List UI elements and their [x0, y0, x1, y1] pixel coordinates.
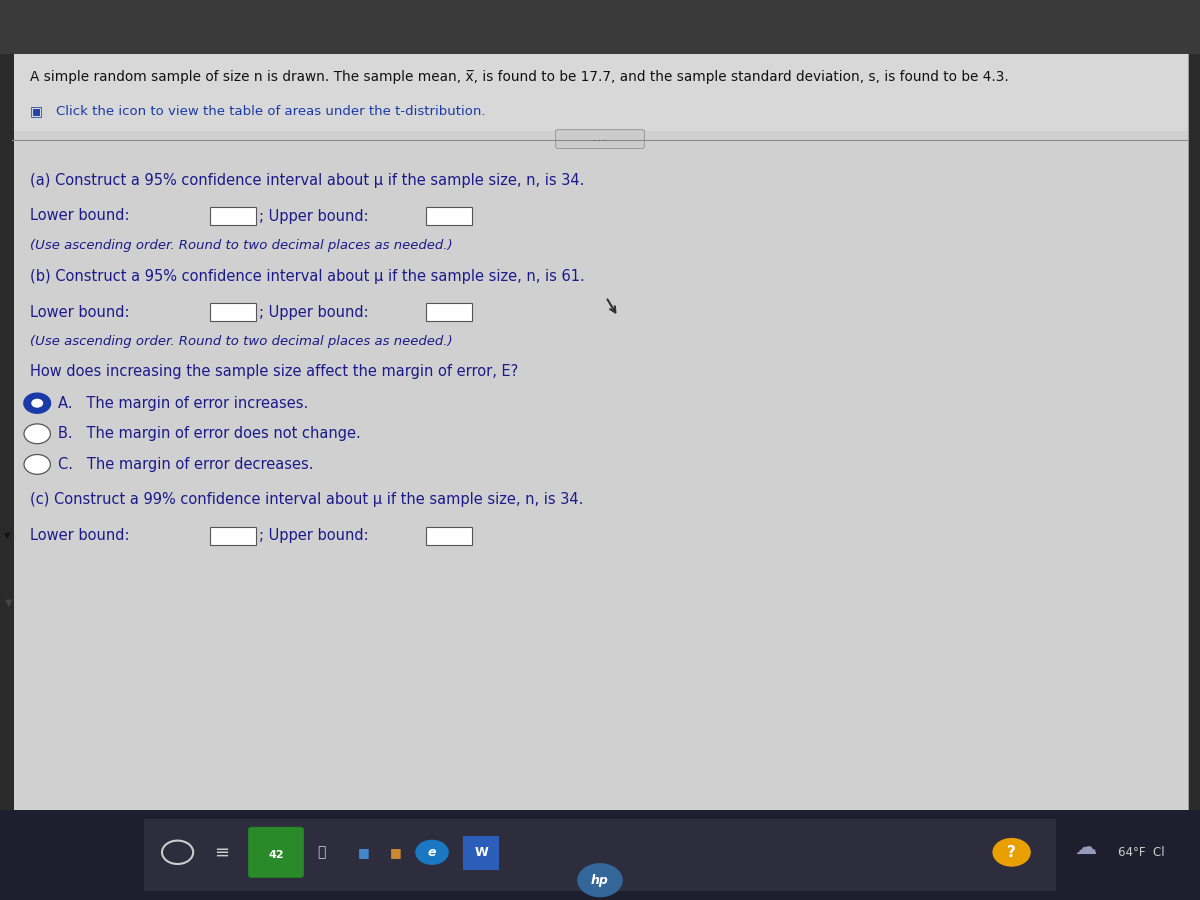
Text: (Use ascending order. Round to two decimal places as needed.): (Use ascending order. Round to two decim…: [30, 239, 452, 252]
Text: ▼: ▼: [5, 598, 12, 608]
FancyBboxPatch shape: [248, 827, 304, 878]
Text: Lower bound:: Lower bound:: [30, 305, 130, 320]
Text: A.   The margin of error increases.: A. The margin of error increases.: [58, 396, 308, 410]
FancyBboxPatch shape: [210, 526, 256, 544]
Text: B.   The margin of error does not change.: B. The margin of error does not change.: [58, 427, 360, 441]
FancyBboxPatch shape: [426, 303, 472, 321]
Text: ▼: ▼: [4, 531, 11, 540]
Text: (a) Construct a 95% confidence interval about μ if the sample size, n, is 34.: (a) Construct a 95% confidence interval …: [30, 173, 584, 187]
Text: C.   The margin of error decreases.: C. The margin of error decreases.: [58, 457, 313, 472]
Text: Click the icon to view the table of areas under the t-distribution.: Click the icon to view the table of area…: [56, 105, 486, 118]
Text: ▣: ▣: [30, 104, 43, 119]
Circle shape: [24, 454, 50, 474]
Text: How does increasing the sample size affect the margin of error, E?: How does increasing the sample size affe…: [30, 364, 518, 379]
Text: hp: hp: [592, 874, 608, 886]
Text: ≡: ≡: [215, 843, 229, 861]
FancyBboxPatch shape: [12, 54, 1188, 130]
Text: e: e: [427, 846, 437, 859]
Text: ■: ■: [358, 846, 370, 859]
Text: ■: ■: [390, 846, 402, 859]
Text: (Use ascending order. Round to two decimal places as needed.): (Use ascending order. Round to two decim…: [30, 336, 452, 348]
Circle shape: [24, 393, 50, 413]
FancyBboxPatch shape: [0, 54, 14, 810]
Circle shape: [415, 840, 449, 865]
Circle shape: [24, 424, 50, 444]
Text: W: W: [474, 846, 488, 859]
Text: Lower bound:: Lower bound:: [30, 209, 130, 223]
Text: 42: 42: [268, 850, 284, 860]
Text: ; Upper bound:: ; Upper bound:: [259, 528, 368, 543]
Circle shape: [577, 863, 623, 897]
Text: ; Upper bound:: ; Upper bound:: [259, 305, 368, 320]
Text: ☁: ☁: [1075, 838, 1097, 858]
Circle shape: [992, 838, 1031, 867]
Text: 64°F  Cl: 64°F Cl: [1118, 846, 1165, 859]
FancyBboxPatch shape: [210, 303, 256, 321]
FancyBboxPatch shape: [463, 836, 499, 870]
FancyBboxPatch shape: [426, 526, 472, 544]
Text: ⬛: ⬛: [318, 845, 325, 859]
Text: ; Upper bound:: ; Upper bound:: [259, 209, 368, 223]
FancyBboxPatch shape: [0, 0, 1200, 54]
FancyBboxPatch shape: [426, 207, 472, 225]
FancyBboxPatch shape: [144, 819, 1056, 891]
FancyBboxPatch shape: [210, 207, 256, 225]
Text: A simple random sample of size n is drawn. The sample mean, x̅, is found to be 1: A simple random sample of size n is draw…: [30, 69, 1009, 84]
FancyBboxPatch shape: [0, 810, 1200, 900]
FancyBboxPatch shape: [556, 130, 644, 148]
FancyBboxPatch shape: [12, 54, 1188, 810]
Circle shape: [31, 399, 43, 408]
Text: Lower bound:: Lower bound:: [30, 528, 130, 543]
Text: . . .: . . .: [594, 134, 606, 143]
Text: (c) Construct a 99% confidence interval about μ if the sample size, n, is 34.: (c) Construct a 99% confidence interval …: [30, 492, 583, 507]
Text: ?: ?: [1007, 845, 1016, 859]
Text: (b) Construct a 95% confidence interval about μ if the sample size, n, is 61.: (b) Construct a 95% confidence interval …: [30, 269, 584, 284]
